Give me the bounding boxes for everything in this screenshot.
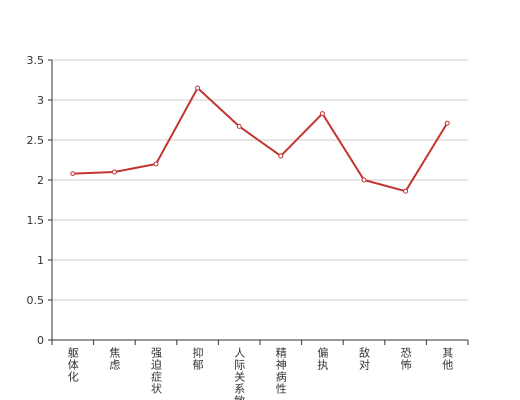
y-tick-label: 1 — [37, 254, 44, 267]
x-tick-label: 精神病性 — [274, 347, 287, 395]
point — [111, 169, 117, 175]
x-tick-label: 焦虑 — [108, 347, 121, 371]
x-tick-label: 躯体化 — [66, 347, 79, 383]
point — [403, 188, 409, 194]
y-tick-label: 1.5 — [27, 214, 45, 227]
x-tick-label: 恐怖 — [399, 347, 412, 371]
y-tick-label: 3 — [37, 94, 44, 107]
point — [444, 120, 450, 126]
y-tick-label: 0 — [37, 334, 44, 347]
x-tick-label: 偏执 — [316, 346, 329, 371]
point — [153, 161, 159, 167]
y-tick-label: 3.5 — [27, 54, 45, 67]
y-tick-label: 2 — [37, 174, 44, 187]
point — [319, 111, 325, 117]
point — [278, 153, 284, 159]
point — [236, 123, 242, 129]
y-tick-label: 0.5 — [27, 294, 45, 307]
point — [361, 177, 367, 183]
point — [195, 85, 201, 91]
x-tick-label: 强迫症状 — [150, 347, 163, 395]
point — [70, 171, 76, 177]
x-tick-label: 其他 — [441, 347, 454, 371]
x-tick-label: 敌对 — [358, 346, 371, 371]
line — [72, 86, 449, 193]
y-tick-label: 2.5 — [27, 134, 45, 147]
x-tick-label: 人际关系敏 — [233, 347, 246, 400]
x-tick-label: 抑郁 — [191, 346, 204, 371]
